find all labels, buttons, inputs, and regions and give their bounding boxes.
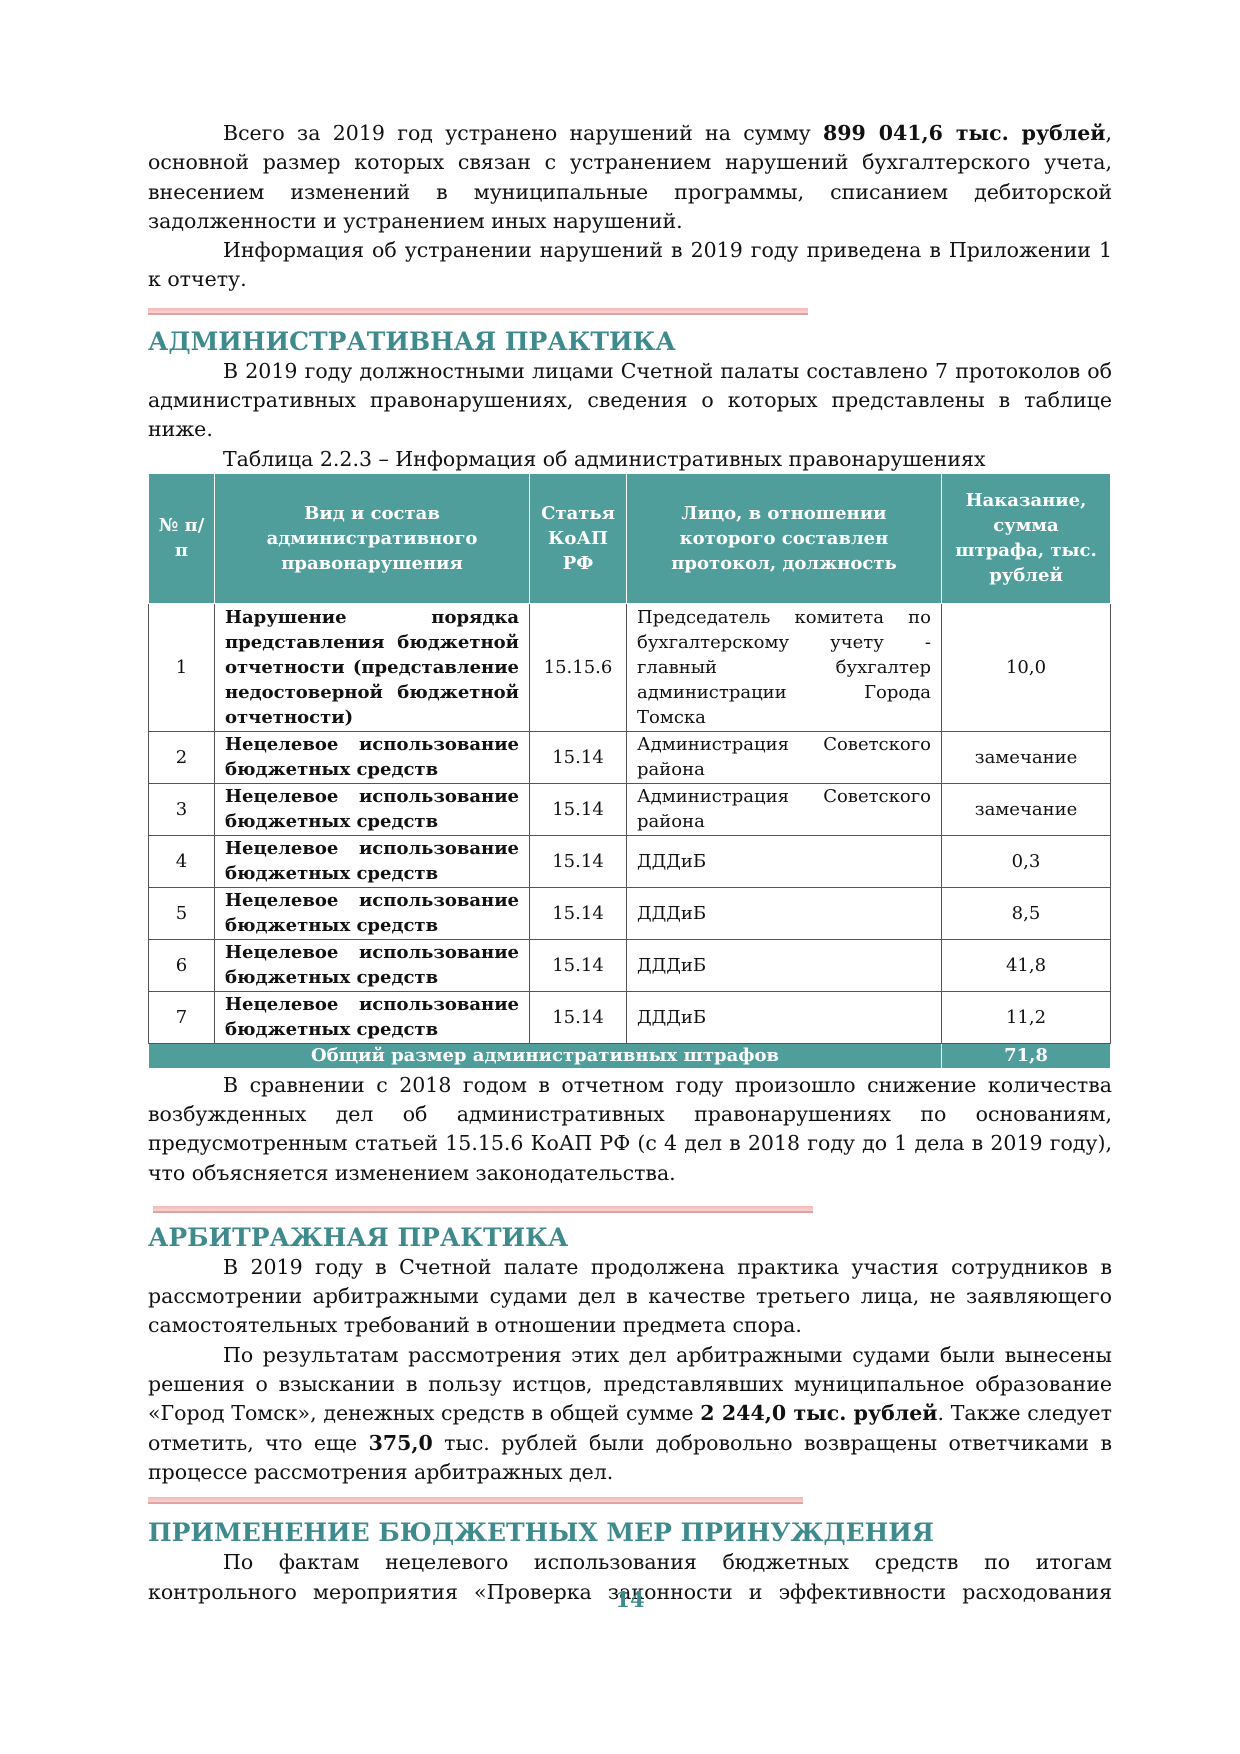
arb-paragraph-2: По результатам рассмотрения этих дел арб… [148,1342,1112,1484]
total-value: 71,8 [941,1042,1111,1069]
arb-amount-2: 375,0 [368,1430,433,1455]
page-number: 14 [615,1587,645,1612]
header-num: № п/п [148,472,215,604]
table-header-row: № п/п Вид и состав административного пра… [148,472,1111,604]
intro-amount: 899 041,6 тыс. рублей [823,121,1106,145]
arb-amount-1: 2 244,0 тыс. рублей [700,1401,938,1426]
section-heading-budget: ПРИМЕНЕНИЕ БЮДЖЕТНЫХ МЕР ПРИНУЖДЕНИЯ [148,1518,934,1548]
header-violation: Вид и состав административного правонару… [214,472,530,604]
table-caption: Таблица 2.2.3 – Информация об администра… [223,446,986,471]
budget-paragraph-1: По фактам нецелевого использования бюдже… [148,1550,1112,1604]
table-total-row: Общий размер административных штрафов 71… [148,1042,1111,1069]
table-row: 6 Нецелевое использование бюджетных сред… [148,938,1111,992]
total-label: Общий размер административных штрафов [148,1042,942,1069]
arb-paragraph-1: В 2019 году в Счетной палате продолжена … [148,1254,1112,1338]
section-heading-admin: АДМИНИСТРАТИВНАЯ ПРАКТИКА [148,326,676,356]
section-divider [153,1205,813,1213]
intro-paragraph-1: Всего за 2019 год устранено нарушений на… [148,121,1112,233]
violations-table: № п/п Вид и состав административного пра… [148,472,1111,1069]
section-divider [148,307,808,315]
intro-paragraph-2: Информация об устранении нарушений в 201… [148,238,1112,292]
admin-paragraph-1: В 2019 году должностными лицами Счетной … [148,358,1112,442]
table-row: 2 Нецелевое использование бюджетных сред… [148,730,1111,784]
table-row: 5 Нецелевое использование бюджетных сред… [148,886,1111,940]
table-row: 1 Нарушение порядка представления бюджет… [148,602,1111,732]
table-row: 4 Нецелевое использование бюджетных сред… [148,834,1111,888]
table-row: 3 Нецелевое использование бюджетных сред… [148,782,1111,836]
section-heading-arbitration: АРБИТРАЖНАЯ ПРАКТИКА [148,1222,569,1252]
header-article: Статья КоАП РФ [529,472,627,604]
header-penalty: Наказание, сумма штрафа, тыс. рублей [941,472,1111,604]
table-row: 7 Нецелевое использование бюджетных сред… [148,990,1111,1044]
section-divider [148,1497,803,1505]
header-person: Лицо, в отношении которого составлен про… [626,472,942,604]
document-page: Всего за 2019 год устранено нарушений на… [148,0,1112,1612]
admin-paragraph-2: В сравнении с 2018 годом в отчетном году… [148,1072,1112,1185]
